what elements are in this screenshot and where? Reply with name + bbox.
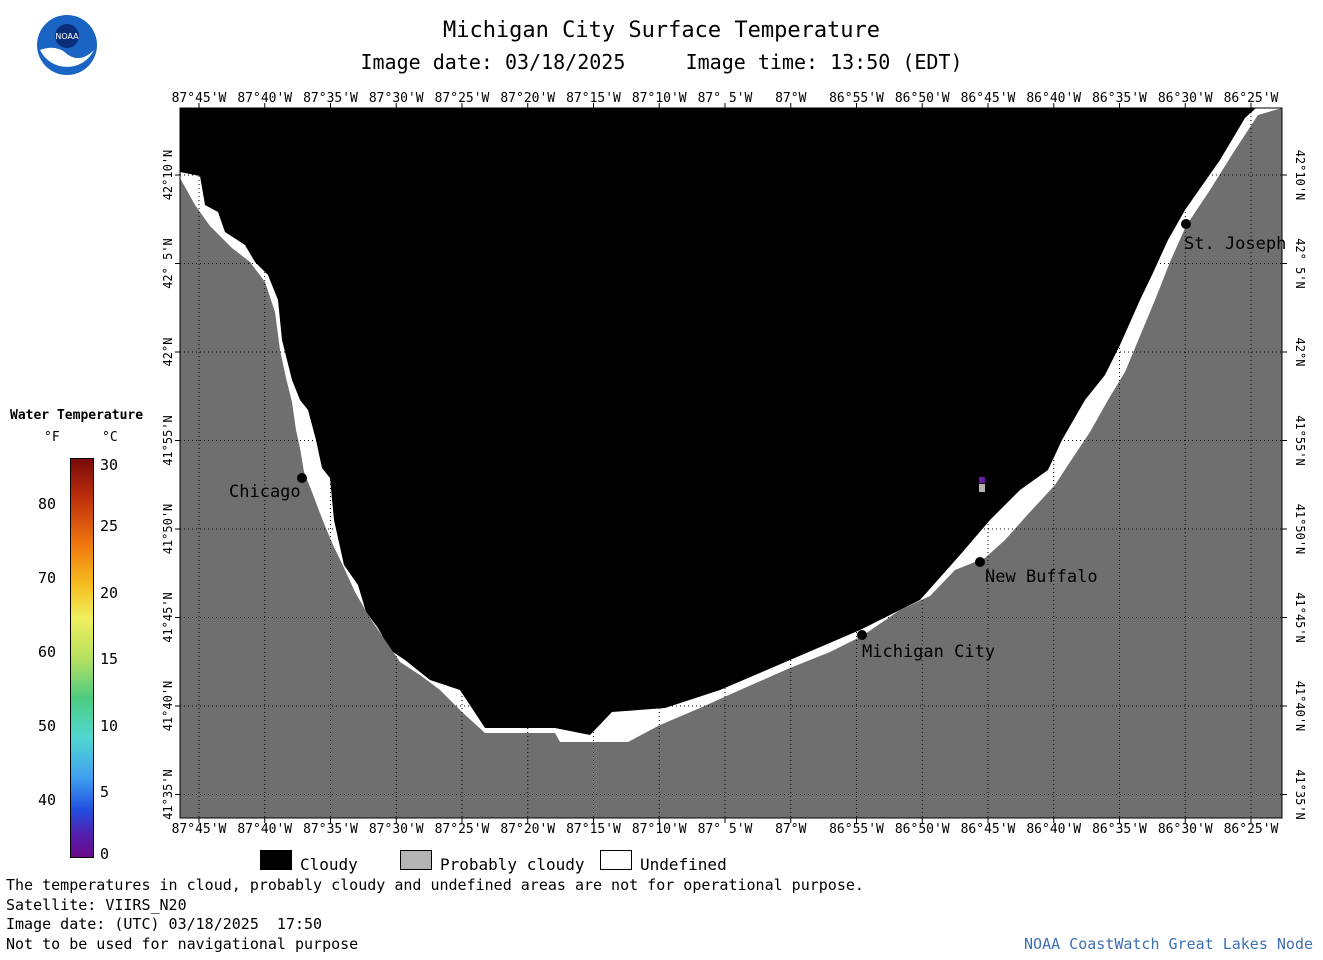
probably-cloudy-pixel xyxy=(979,484,985,492)
temperature-pixel xyxy=(979,477,985,483)
longitude-label: 87°35'W xyxy=(303,822,358,837)
temperature-colorbar xyxy=(70,458,94,858)
c-tick: 10 xyxy=(100,717,119,735)
longitude-label: 87° 5'W xyxy=(697,822,753,837)
legend-swatch-undefined xyxy=(600,850,632,870)
latitude-label: 41°35'N xyxy=(161,769,175,820)
longitude-label: 87°10'W xyxy=(631,91,687,106)
longitude-label: 87°25'W xyxy=(434,822,490,837)
color-scale-title: Water Temperature xyxy=(10,408,144,423)
city-label-st-joseph: St. Joseph xyxy=(1184,234,1287,254)
latitude-label: 41°50'N xyxy=(1293,504,1307,555)
noaa-logo: NOAA xyxy=(37,15,97,75)
image-date-time: Image date: 03/18/2025 Image time: 13:50… xyxy=(360,50,963,74)
longitude-label: 87°40'W xyxy=(237,822,293,837)
legend-label-undefined: Undefined xyxy=(640,855,727,874)
longitude-label: 86°50'W xyxy=(894,822,950,837)
longitude-label: 86°30'W xyxy=(1157,91,1213,106)
longitude-label: 86°55'W xyxy=(829,822,884,837)
latitude-label: 41°45'N xyxy=(161,592,175,643)
longitude-label: 87°25'W xyxy=(434,91,490,106)
longitude-label: 87° 5'W xyxy=(697,91,753,106)
logo-text: NOAA xyxy=(55,32,79,41)
longitude-label: 86°45'W xyxy=(960,822,1016,837)
latitude-label: 42° 5'N xyxy=(1293,238,1307,289)
longitude-label: 86°25'W xyxy=(1223,91,1279,106)
latitude-labels: 42°10'N 42°10'N 42° 5'N 42° 5'N 42°N 42°N 41°5… xyxy=(161,150,1307,820)
longitude-label: 86°25'W xyxy=(1223,822,1279,837)
latitude-label: 41°55'N xyxy=(161,415,175,466)
longitude-label: 87°45'W xyxy=(171,822,227,837)
legend-label-probably-cloudy: Probably cloudy xyxy=(440,855,585,874)
f-tick: 40 xyxy=(38,791,57,809)
longitude-label: 87°10'W xyxy=(631,822,687,837)
longitude-label: 87°30'W xyxy=(368,822,424,837)
longitude-label: 87°15'W xyxy=(566,91,621,106)
longitude-label: 86°50'W xyxy=(894,91,950,106)
latitude-label: 42°N xyxy=(1293,338,1307,367)
legend-swatch-probably-cloudy xyxy=(400,850,432,870)
unit-fahrenheit: °F xyxy=(44,430,60,445)
map-title: Michigan City Surface Temperature xyxy=(442,18,881,43)
f-tick: 50 xyxy=(38,717,57,735)
unit-celsius: °C xyxy=(102,430,118,445)
longitude-label: 87°20'W xyxy=(500,822,556,837)
longitude-label: 87°40'W xyxy=(237,91,293,106)
footer-note: The temperatures in cloud, probably clou… xyxy=(6,876,864,894)
footer-nav-warning: Not to be used for navigational purpose xyxy=(6,935,359,953)
latitude-label: 41°50'N xyxy=(161,504,175,555)
city-label-new-buffalo: New Buffalo xyxy=(985,567,1098,587)
city-label-chicago: Chicago xyxy=(229,482,301,502)
longitude-label: 87°35'W xyxy=(303,91,358,106)
longitude-label: 87°W xyxy=(775,822,807,837)
latitude-label: 41°45'N xyxy=(1293,592,1307,643)
c-tick: 5 xyxy=(100,783,110,801)
longitude-label: 86°35'W xyxy=(1092,91,1147,106)
city-label-michigan-city: Michigan City xyxy=(862,642,996,662)
latitude-label: 41°40'N xyxy=(1293,681,1307,732)
latitude-label: 42°N xyxy=(161,338,175,367)
longitude-label: 86°55'W xyxy=(829,91,884,106)
latitude-label: 41°55'N xyxy=(1293,415,1307,466)
c-tick: 30 xyxy=(100,456,119,474)
latitude-label: 41°35'N xyxy=(1293,769,1307,820)
axis-ticks xyxy=(175,103,1287,823)
longitude-label: 87°15'W xyxy=(566,822,621,837)
longitude-label: 87°30'W xyxy=(368,91,424,106)
longitude-label: 86°40'W xyxy=(1026,91,1082,106)
f-tick: 70 xyxy=(38,569,57,587)
c-tick: 15 xyxy=(100,650,119,668)
longitude-label: 86°30'W xyxy=(1157,822,1213,837)
city-marker-st-joseph xyxy=(1181,219,1191,229)
city-marker-chicago xyxy=(297,473,307,483)
legend-swatch-cloudy xyxy=(260,850,292,870)
longitude-label: 86°45'W xyxy=(960,91,1016,106)
footer-satellite: Satellite: VIIRS_N20 xyxy=(6,896,187,914)
f-tick: 80 xyxy=(38,495,57,513)
latitude-label: 41°40'N xyxy=(161,681,175,732)
c-tick: 0 xyxy=(100,845,110,863)
latitude-label: 42°10'N xyxy=(1293,150,1307,201)
latitude-label: 42° 5'N xyxy=(161,238,175,289)
longitude-label: 87°45'W xyxy=(171,91,227,106)
longitude-label: 86°40'W xyxy=(1026,822,1082,837)
legend-label-cloudy: Cloudy xyxy=(300,855,358,874)
footer-utc-date: Image date: (UTC) 03/18/2025 17:50 xyxy=(6,915,323,933)
c-tick: 25 xyxy=(100,517,119,535)
city-marker-new-buffalo xyxy=(975,557,985,567)
land-area xyxy=(180,108,1282,818)
credit-link[interactable]: NOAA CoastWatch Great Lakes Node xyxy=(1024,935,1313,953)
f-tick: 60 xyxy=(38,643,57,661)
city-marker-michigan-city xyxy=(857,630,867,640)
longitude-label: 87°W xyxy=(775,91,807,106)
longitude-label: 86°35'W xyxy=(1092,822,1147,837)
c-tick: 20 xyxy=(100,584,119,602)
latitude-label: 42°10'N xyxy=(161,150,175,201)
longitude-label: 87°20'W xyxy=(500,91,556,106)
